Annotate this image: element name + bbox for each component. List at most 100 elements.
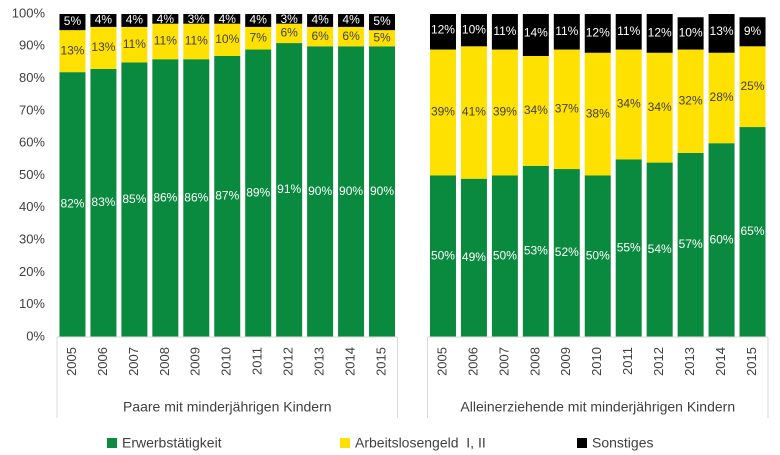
x-tick-label: 2006 (465, 347, 480, 376)
data-label: 83% (91, 195, 115, 209)
bar-segment (59, 30, 86, 73)
data-label: 85% (122, 192, 146, 206)
bar-segment (338, 26, 365, 47)
bar-segment (369, 14, 396, 31)
data-label: 50% (431, 248, 455, 262)
data-label: 11% (154, 34, 177, 48)
data-label: 5% (373, 30, 391, 44)
bar-segment (584, 175, 611, 337)
bar-segment (307, 46, 334, 337)
x-tick-label: 2009 (188, 347, 203, 376)
legend-label: Sonstiges (592, 435, 653, 451)
bar-segment (708, 143, 735, 337)
bar-segment (121, 14, 148, 27)
bar-segment (90, 14, 117, 27)
bar-segment (429, 175, 456, 337)
bar-segment (183, 59, 210, 337)
x-tick-label: 2015 (744, 347, 759, 376)
group-label: Paare mit minderjährigen Kindern (123, 399, 332, 415)
y-tick-label: 10% (19, 296, 45, 311)
x-tick-label: 2005 (434, 347, 449, 376)
data-label: 12% (586, 26, 610, 40)
data-label: 4% (311, 13, 329, 27)
bar-segment (214, 55, 241, 337)
data-label: 32% (679, 93, 703, 107)
x-tick-label: 2010 (219, 347, 234, 376)
legend-swatch (107, 438, 117, 448)
y-tick-label: 80% (19, 70, 45, 85)
bar-segment (708, 52, 735, 144)
bar-segment (429, 14, 456, 50)
data-label: 3% (280, 12, 298, 26)
data-label: 39% (431, 105, 455, 119)
data-label: 6% (342, 29, 360, 43)
bar-segment (276, 43, 303, 337)
data-label: 5% (373, 14, 391, 28)
bar-segment (183, 14, 210, 24)
bar-segment (429, 49, 456, 176)
bar-segment (584, 14, 611, 53)
bar-segment (214, 14, 241, 24)
data-label: 12% (431, 22, 455, 36)
bar-segment (245, 14, 272, 27)
data-label: 10% (679, 26, 703, 40)
bar-segment (338, 14, 365, 27)
x-tick-label: 2007 (126, 347, 141, 376)
y-tick-label: 100% (12, 5, 46, 20)
data-label: 60% (710, 232, 734, 246)
bar-segment (121, 62, 148, 337)
bar-segment (276, 23, 303, 44)
legend-label: Arbeitslosengeld I, II (355, 435, 486, 451)
data-label: 11% (493, 24, 516, 38)
data-label: 13% (60, 43, 84, 57)
data-label: 55% (617, 240, 641, 254)
bar-segment (491, 175, 518, 337)
data-label: 4% (126, 13, 144, 27)
x-tick-label: 2007 (496, 347, 511, 376)
x-tick-label: 2010 (589, 347, 604, 376)
y-tick-label: 20% (19, 264, 45, 279)
bar-segment (708, 14, 735, 53)
bar-segment (59, 72, 86, 337)
data-label: 50% (493, 248, 517, 262)
x-tick-label: 2015 (373, 347, 388, 376)
bar-segment (183, 23, 210, 60)
data-label: 4% (342, 13, 360, 27)
bar-segment (307, 14, 334, 27)
x-tick-label: 2014 (343, 347, 358, 376)
data-label: 4% (157, 12, 175, 26)
bar-segment (646, 52, 673, 163)
bar-segment (615, 159, 642, 337)
data-label: 34% (648, 100, 672, 114)
x-tick-label: 2006 (95, 347, 110, 376)
bar-segment (90, 68, 117, 337)
bar-segment (460, 46, 487, 179)
data-label: 6% (280, 26, 298, 40)
data-label: 57% (679, 237, 703, 251)
data-label: 54% (648, 242, 672, 256)
data-label: 86% (184, 190, 208, 204)
x-tick-label: 2013 (682, 347, 697, 376)
x-tick-label: 2012 (651, 347, 666, 376)
bar-segment (307, 26, 334, 47)
bar-segment (584, 52, 611, 176)
bar-segment (338, 46, 365, 337)
bar-segment (152, 23, 179, 60)
data-label: 90% (339, 184, 363, 198)
data-label: 11% (185, 34, 208, 48)
data-label: 89% (246, 185, 270, 199)
bar-segment (59, 14, 86, 31)
bar-segment (214, 23, 241, 56)
bar-segment (615, 49, 642, 160)
bar-segment (245, 49, 272, 337)
data-label: 86% (153, 190, 177, 204)
data-label: 49% (462, 250, 486, 264)
data-label: 5% (64, 14, 82, 28)
bar-segment (677, 17, 704, 50)
bar-segment (369, 30, 396, 47)
bar-segment (460, 14, 487, 47)
x-tick-label: 2011 (620, 347, 635, 375)
y-tick-label: 90% (19, 38, 45, 53)
x-tick-label: 2011 (250, 347, 265, 375)
